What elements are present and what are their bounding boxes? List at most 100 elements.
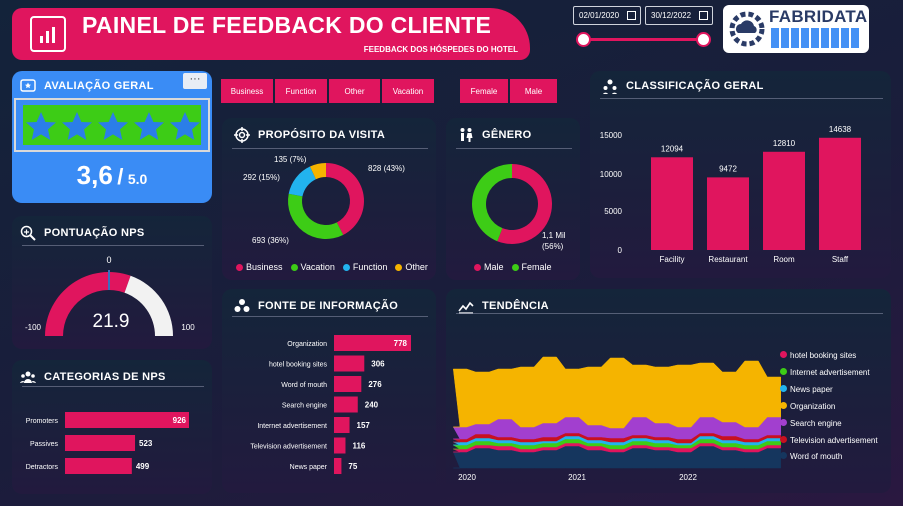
calendar-icon[interactable] bbox=[699, 11, 708, 20]
page-title: PAINEL DE FEEDBACK DO CLIENTE bbox=[82, 12, 492, 38]
legend-item: Organization bbox=[780, 399, 878, 416]
bar bbox=[334, 437, 346, 454]
legend-label: Female bbox=[521, 262, 552, 272]
date-end-value: 30/12/2022 bbox=[651, 11, 692, 20]
legend-label: Vacation bbox=[300, 262, 335, 272]
rating-max: 5.0 bbox=[127, 171, 148, 187]
donut-slice bbox=[497, 164, 552, 244]
legend-item: Other bbox=[395, 262, 428, 272]
filter-chip-business[interactable]: Business bbox=[221, 79, 273, 103]
legend-item: Search engine bbox=[780, 416, 878, 433]
data-label: 116 bbox=[352, 442, 365, 451]
brand-grid bbox=[771, 28, 861, 48]
trend-card: TENDÊNCIA 2020 2021 2022 hotel booking s… bbox=[446, 289, 891, 493]
magnifier-chart-icon bbox=[20, 225, 36, 241]
donut-slice bbox=[288, 166, 316, 197]
legend-label: Other bbox=[405, 262, 428, 272]
data-label: 240 bbox=[365, 401, 379, 410]
date-slider-track[interactable] bbox=[585, 38, 703, 41]
users-icon bbox=[20, 371, 36, 383]
date-slider-end-handle[interactable] bbox=[696, 32, 711, 47]
bar bbox=[334, 376, 362, 392]
filter-chip-function[interactable]: Function bbox=[275, 79, 327, 103]
donut-slice bbox=[472, 164, 512, 242]
nps-categories-bar-chart: Promoters 926 Passives 523 Detractors 499 bbox=[26, 412, 189, 474]
gender-legend: Male Female bbox=[474, 262, 552, 272]
bar bbox=[651, 157, 693, 250]
trend-title: TENDÊNCIA bbox=[482, 300, 549, 312]
nps-title: PONTUAÇÃO NPS bbox=[44, 227, 145, 239]
category-label: Word of mouth bbox=[281, 382, 327, 389]
legend-label: Function bbox=[352, 262, 388, 272]
gender-card: GÊNERO 1,1 Mil (56%) Male Female bbox=[446, 118, 580, 280]
x-tick: Staff bbox=[832, 255, 849, 264]
category-label: hotel booking sites bbox=[269, 362, 327, 369]
data-label: 778 bbox=[394, 339, 408, 348]
rating-value: 3,6 bbox=[76, 160, 113, 190]
filter-chip-female[interactable]: Female bbox=[460, 79, 508, 103]
category-label: Promoters bbox=[26, 418, 59, 425]
y-tick: 10000 bbox=[600, 170, 623, 179]
legend-item: Business bbox=[236, 262, 283, 272]
bar bbox=[65, 458, 132, 474]
legend-label: Word of mouth bbox=[790, 452, 843, 462]
data-label: 135 (7%) bbox=[274, 155, 307, 164]
purpose-card: PROPÓSITO DA VISITA 828 (43%) 693 (36%) … bbox=[222, 118, 436, 280]
legend-item: Vacation bbox=[290, 262, 335, 272]
data-label: 75 bbox=[348, 462, 357, 471]
donut-slice bbox=[309, 163, 326, 180]
gauge-remaining bbox=[124, 275, 173, 336]
legend-item: Internet advertisement bbox=[780, 365, 878, 382]
data-label: 1,1 Mil bbox=[542, 231, 566, 240]
data-label: 693 (36%) bbox=[252, 236, 289, 245]
brand-name: FABRIDATA bbox=[769, 7, 868, 26]
nps-categories-card: CATEGORIAS DE NPS Promoters 926 Passives 52… bbox=[12, 360, 212, 494]
y-tick: 15000 bbox=[600, 131, 623, 140]
bar bbox=[334, 396, 358, 413]
legend-label: Business bbox=[246, 262, 283, 272]
legend-label: Internet advertisement bbox=[790, 367, 870, 377]
legend-label: News paper bbox=[790, 384, 833, 394]
gender-donut-chart: 1,1 Mil (56%) bbox=[472, 164, 566, 251]
filter-chip-vacation[interactable]: Vacation bbox=[382, 79, 434, 103]
date-end-input[interactable]: 30/12/2022 bbox=[645, 6, 713, 25]
legend-item: News paper bbox=[780, 382, 878, 399]
date-start-input[interactable]: 02/01/2020 bbox=[573, 6, 641, 25]
x-tick: Facility bbox=[660, 255, 685, 264]
filter-chip-other[interactable]: Other bbox=[329, 79, 380, 103]
legend-item: Television advertisement bbox=[780, 433, 878, 450]
donut-slice bbox=[288, 193, 344, 239]
nps-gauge-chart: 0 -100 100 21.9 bbox=[25, 255, 195, 336]
rating-title: AVALIAÇÃO GERAL bbox=[44, 80, 154, 92]
category-label: Organization bbox=[287, 341, 327, 348]
classification-bar-chart: 15000 10000 5000 0 12094 Facility 9472 Rest… bbox=[600, 125, 861, 264]
gender-icon bbox=[460, 128, 473, 142]
donut-slice bbox=[326, 163, 364, 235]
gauge-max-label: 100 bbox=[181, 323, 195, 332]
data-label: 12810 bbox=[773, 139, 796, 148]
filter-chip-male[interactable]: Male bbox=[510, 79, 557, 103]
rating-score: 3,6 / 5.0 bbox=[12, 160, 212, 191]
presentation-icon bbox=[30, 16, 66, 52]
date-slider-start-handle[interactable] bbox=[576, 32, 591, 47]
rating-separator: / bbox=[117, 164, 124, 189]
category-label: News paper bbox=[290, 464, 328, 471]
date-start-value: 02/01/2020 bbox=[579, 11, 620, 20]
more-options-button[interactable]: ··· bbox=[183, 73, 207, 89]
data-label: 12094 bbox=[661, 144, 684, 153]
target-icon bbox=[234, 127, 250, 143]
data-label: 276 bbox=[368, 380, 382, 389]
legend-item: Female bbox=[511, 262, 552, 272]
data-label: 157 bbox=[357, 421, 371, 430]
data-label: 306 bbox=[371, 360, 385, 369]
nps-value: 21.9 bbox=[93, 311, 130, 332]
data-label: 523 bbox=[139, 439, 153, 448]
calendar-icon[interactable] bbox=[627, 11, 636, 20]
x-tick: Restaurant bbox=[708, 255, 748, 264]
people-network-icon bbox=[234, 299, 250, 312]
stars-visual bbox=[14, 98, 210, 152]
data-label: 828 (43%) bbox=[368, 164, 405, 173]
trend-legend: hotel booking sites Internet advertiseme… bbox=[780, 348, 878, 466]
bar bbox=[763, 151, 805, 250]
bar bbox=[334, 458, 342, 474]
